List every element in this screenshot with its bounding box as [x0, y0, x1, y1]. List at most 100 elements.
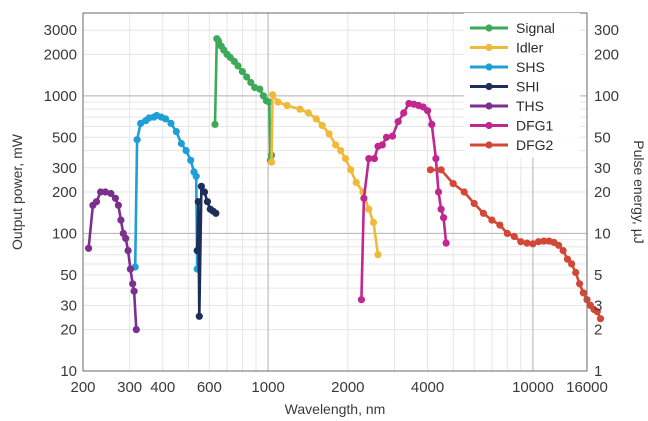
data-point — [197, 182, 205, 190]
legend-label: SHI — [516, 79, 539, 95]
data-point — [332, 141, 340, 149]
legend-swatch-marker — [485, 102, 493, 110]
data-point — [267, 158, 276, 166]
data-point — [85, 244, 93, 252]
data-point — [470, 199, 478, 208]
data-point — [357, 296, 365, 304]
x-tick-label: 1000 — [251, 379, 284, 396]
data-point — [479, 209, 487, 217]
y-axis-label: Output power, mW — [9, 133, 25, 250]
data-point — [318, 121, 326, 129]
data-point — [523, 239, 531, 247]
data-point — [312, 115, 320, 123]
x-tick-label: 200 — [70, 379, 95, 396]
legend-item: THS — [470, 98, 544, 114]
data-point — [126, 265, 134, 273]
y2-tick-label: 3 — [594, 297, 602, 314]
data-point — [130, 287, 138, 295]
data-point — [424, 107, 432, 115]
data-point — [243, 73, 251, 81]
series-dfg1 — [357, 99, 450, 304]
data-point — [426, 166, 434, 174]
x-axis-label: Wavelength, nm — [285, 401, 386, 417]
data-point — [111, 194, 119, 202]
legend: Signal Idler SHS SHI THS DFG1 DFG2 — [464, 13, 580, 158]
x-tick-label: 400 — [150, 379, 175, 396]
data-point — [129, 280, 137, 288]
legend-swatch-marker — [485, 63, 493, 71]
data-point — [194, 198, 202, 206]
data-point — [449, 180, 457, 188]
legend-item: DFG1 — [470, 118, 554, 134]
data-point — [374, 251, 382, 259]
y-tick-label: 30 — [60, 297, 77, 314]
legend-label: Idler — [516, 40, 544, 56]
data-point — [572, 268, 580, 277]
data-point — [442, 239, 450, 247]
data-point — [440, 214, 448, 222]
data-point — [576, 280, 584, 288]
data-point — [265, 98, 273, 106]
y2-tick-label: 1 — [594, 363, 602, 380]
series-line — [360, 102, 448, 300]
data-point — [92, 198, 101, 206]
legend-item: Signal — [470, 20, 555, 36]
legend-swatch-marker — [485, 121, 493, 130]
x-tick-label: 4000 — [411, 379, 444, 396]
y2-tick-label: 30 — [594, 160, 611, 177]
data-point — [162, 115, 170, 123]
series-line — [213, 37, 273, 162]
data-point — [428, 120, 436, 128]
data-point — [388, 132, 397, 140]
data-point — [503, 229, 511, 237]
data-point — [559, 247, 567, 255]
data-point — [193, 247, 201, 255]
data-point — [195, 312, 203, 320]
data-point — [124, 247, 132, 255]
y-tick-label: 50 — [60, 267, 77, 284]
data-point — [437, 205, 445, 213]
x-tick-label: 600 — [197, 379, 222, 396]
legend-swatch-marker — [485, 82, 493, 91]
data-point — [101, 188, 109, 196]
data-point — [212, 209, 220, 217]
data-point — [535, 238, 543, 246]
legend-swatch-marker — [485, 24, 493, 32]
data-point — [496, 221, 504, 229]
data-point — [378, 141, 386, 149]
y-tick-label: 20 — [60, 322, 77, 339]
data-point — [352, 178, 360, 186]
data-point — [400, 109, 408, 117]
data-point — [296, 105, 304, 113]
data-point — [200, 188, 209, 196]
legend-label: SHS — [516, 59, 545, 75]
plot-frame — [82, 12, 588, 372]
y-tick-label: 200 — [52, 184, 77, 201]
y2-tick-label: 100 — [594, 88, 619, 105]
data-point — [234, 62, 242, 70]
data-point — [337, 147, 345, 155]
data-point — [369, 218, 378, 227]
data-point — [360, 194, 368, 202]
data-point — [203, 198, 211, 206]
legend-label: DFG2 — [516, 137, 554, 153]
x-tick-label: 300 — [117, 379, 142, 396]
y2-tick-label: 300 — [594, 22, 619, 39]
y-tick-label: 3000 — [44, 22, 77, 39]
y-tick-label: 2000 — [44, 46, 77, 63]
legend-item: DFG2 — [470, 137, 554, 153]
data-point — [432, 155, 440, 163]
data-point — [555, 241, 563, 249]
data-point — [370, 155, 378, 163]
series-signal — [211, 35, 276, 164]
data-point — [122, 234, 130, 242]
data-point — [325, 130, 333, 138]
data-point — [256, 85, 264, 93]
data-point — [274, 98, 282, 106]
y-tick-label: 500 — [52, 129, 77, 146]
data-point — [437, 166, 445, 174]
data-point — [563, 255, 572, 263]
legend-item: SHI — [470, 79, 539, 95]
x-tick-label: 2000 — [331, 379, 364, 396]
